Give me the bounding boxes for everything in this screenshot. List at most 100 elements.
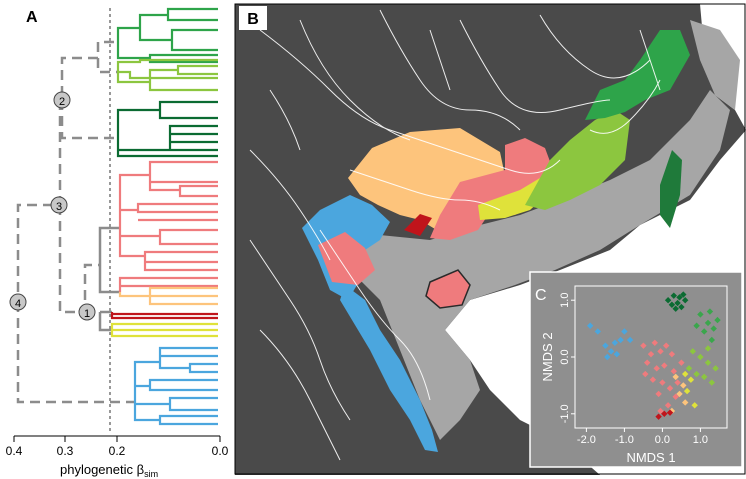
nmds-y-tick-label: 0.0: [559, 349, 571, 364]
nmds-point: [683, 387, 691, 395]
nmds-point: [647, 350, 655, 358]
nmds-point: [682, 297, 689, 304]
nmds-point: [607, 348, 615, 355]
nmds-point: [697, 311, 704, 318]
svg-text:2: 2: [59, 96, 65, 108]
svg-text:3: 3: [56, 201, 62, 213]
tick-0-4: 0.4: [6, 444, 23, 458]
clade-light-green: [116, 58, 218, 92]
nmds-point: [701, 373, 708, 381]
clade-orange: [118, 286, 218, 306]
nmds-point: [644, 359, 651, 366]
nmds-point: [678, 303, 685, 311]
nmds-point: [680, 291, 687, 298]
nmds-point: [672, 393, 679, 400]
nmds-point: [613, 350, 620, 358]
nmds-point: [666, 409, 674, 416]
clade-dark-red: [110, 312, 218, 320]
region-pink-north: [430, 138, 555, 240]
region-light-green: [525, 110, 630, 210]
nmds-point: [670, 368, 677, 375]
nmds-x-ticks: -2.0 -1.0 0.0 1.0: [577, 428, 708, 446]
nmds-x-tick-label: -2.0: [577, 434, 596, 446]
panel-label-b: B: [247, 11, 259, 28]
nmds-point: [704, 319, 712, 327]
nmds-point: [708, 379, 715, 386]
nmds-point: [604, 353, 611, 361]
dendrogram-panel: A: [6, 7, 229, 479]
nmds-point: [674, 299, 681, 307]
nmds-point: [685, 365, 693, 372]
dendrogram-stems: [98, 226, 120, 332]
nmds-point: [701, 328, 708, 335]
nmds-point: [626, 336, 634, 344]
clade-mid-green: [116, 7, 218, 64]
nmds-point: [657, 348, 664, 355]
nmds-xlabel: NMDS 1: [626, 450, 675, 465]
nmds-point: [697, 353, 704, 361]
nmds-point: [666, 385, 674, 392]
nmds-y-ticks: 1.0 0.0 -1.0: [559, 293, 575, 423]
svg-text:1: 1: [84, 308, 90, 320]
node-1: 1: [78, 303, 96, 321]
nmds-point: [659, 379, 666, 386]
region-pink-west: [318, 232, 375, 285]
tick-0-3: 0.3: [57, 444, 74, 458]
hainan-region: [425, 269, 471, 309]
dendrogram-backbone: [12, 40, 135, 404]
nmds-point: [704, 359, 712, 366]
nmds-points: [587, 291, 721, 420]
nmds-point: [653, 365, 660, 372]
tick-0-0: 0.0: [212, 444, 229, 458]
nmds-point: [642, 370, 649, 378]
nmds-point: [682, 370, 689, 378]
nmds-point: [689, 348, 696, 355]
panel-label-a: A: [26, 9, 38, 26]
nmds-x-tick-label: -1.0: [615, 434, 634, 446]
clade-yellow: [110, 322, 218, 338]
nmds-point: [672, 305, 679, 312]
nmds-point: [693, 370, 700, 378]
panel-label-c: C: [535, 287, 547, 304]
nmds-point: [687, 376, 695, 383]
nmds-point: [663, 342, 670, 349]
nmds-point: [680, 382, 687, 389]
nmds-point: [664, 297, 672, 304]
node-2: 2: [53, 91, 71, 109]
nmds-point: [617, 336, 624, 344]
nmds-point: [611, 339, 619, 346]
nmds-point: [602, 342, 609, 349]
nmds-point: [682, 399, 689, 406]
river-network: [249, 9, 661, 461]
nmds-point: [587, 322, 594, 329]
nmds-point: [594, 328, 601, 335]
nmds-point: [693, 322, 700, 329]
nmds-y-tick-label: 1.0: [559, 293, 571, 308]
axis-label: phylogenetic βsim: [60, 462, 158, 479]
nmds-point: [670, 292, 677, 299]
clade-blue: [133, 346, 218, 426]
nmds-point: [712, 365, 719, 372]
clade-pink: [118, 160, 218, 292]
nmds-point: [655, 390, 662, 398]
nmds-point: [655, 413, 662, 420]
nmds-point: [657, 407, 664, 415]
nmds-point: [710, 325, 717, 332]
dendrogram-axis: 0.4 0.3 0.2 0.0 phylogenetic βsim: [6, 435, 229, 479]
nmds-x-tick-label: 1.0: [693, 434, 708, 446]
nmds-point: [714, 316, 721, 324]
region-blue-south: [340, 285, 438, 452]
nmds-point: [678, 359, 685, 366]
nmds-point: [708, 336, 715, 344]
region-mid-green: [585, 30, 690, 120]
node-markers: 1 2 3 4: [9, 91, 96, 321]
node-3: 3: [50, 196, 68, 214]
tick-0-2: 0.2: [109, 444, 126, 458]
nmds-point: [676, 390, 683, 398]
nmds-ylabel: NMDS 2: [540, 332, 555, 381]
nmds-point: [704, 345, 712, 352]
node-4: 4: [9, 293, 27, 311]
clade-dark-green: [116, 100, 218, 158]
nmds-point: [691, 402, 698, 409]
